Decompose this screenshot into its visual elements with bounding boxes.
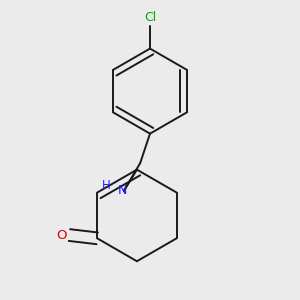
Text: N: N <box>118 184 127 197</box>
Text: H: H <box>101 178 110 191</box>
Text: O: O <box>56 229 67 242</box>
Text: Cl: Cl <box>144 11 156 24</box>
